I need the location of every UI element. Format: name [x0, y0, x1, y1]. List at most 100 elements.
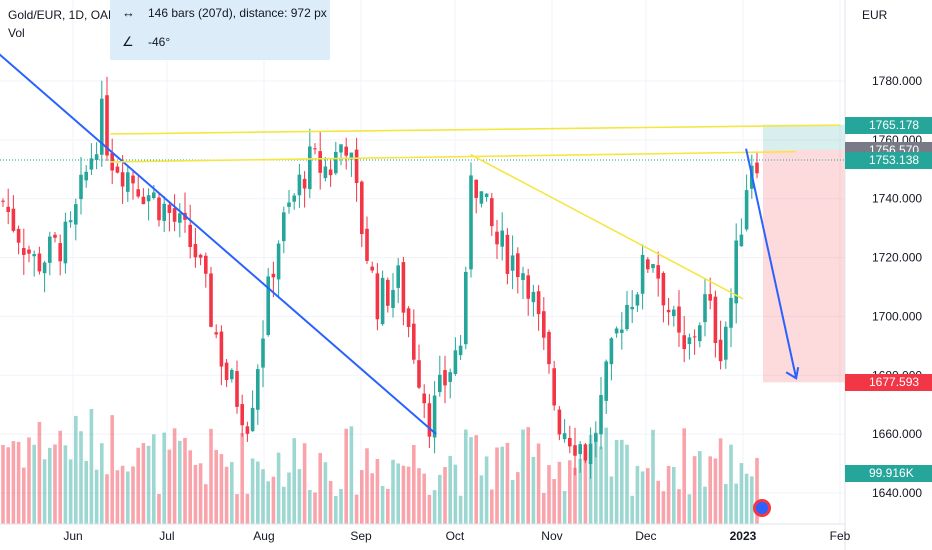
- candle-body: [396, 265, 400, 288]
- volume-bar: [739, 463, 744, 524]
- volume-bar: [484, 456, 489, 524]
- candle-body: [703, 294, 707, 323]
- volume-bar: [261, 469, 265, 524]
- volume-bar: [297, 469, 302, 524]
- volume-bar: [313, 492, 317, 524]
- position-loss-zone[interactable]: [763, 149, 845, 383]
- volume-bar: [536, 443, 541, 524]
- trend-line: [110, 150, 797, 163]
- volume-bar: [115, 470, 120, 524]
- candle-body: [427, 403, 432, 437]
- volume-bar: [120, 465, 125, 524]
- volume-bar: [240, 432, 244, 524]
- volume-bar: [245, 493, 250, 524]
- volume-bar: [282, 486, 286, 524]
- volume-bar: [48, 447, 52, 524]
- volume-bar: [1, 444, 5, 524]
- volume-bar: [157, 493, 161, 524]
- volume-bar: [141, 443, 146, 524]
- volume-bar: [79, 431, 83, 524]
- candle-body: [79, 174, 83, 200]
- candle-body: [282, 212, 286, 242]
- candle-body: [146, 195, 151, 202]
- candle-body: [193, 244, 198, 258]
- volume-bar: [136, 447, 140, 524]
- trend-line: [470, 153, 744, 300]
- candle-body: [172, 208, 177, 222]
- volume-bar: [464, 429, 468, 524]
- volume-bar: [552, 479, 556, 524]
- volume-bar: [178, 440, 182, 524]
- candle-body: [521, 273, 525, 281]
- candle-body: [318, 151, 322, 173]
- volume-bar: [500, 446, 504, 524]
- candle-body: [734, 240, 738, 304]
- volume-bar: [188, 450, 192, 524]
- volume-bar: [490, 489, 494, 524]
- candle-body: [739, 234, 744, 247]
- candle-body: [661, 273, 666, 306]
- candle-body: [713, 296, 718, 344]
- volume-bar: [271, 476, 276, 524]
- candle-body: [105, 95, 109, 156]
- volume-bar: [32, 444, 36, 524]
- range-icon: ↔: [122, 5, 135, 20]
- price-tick-label: 1660.000: [872, 427, 922, 441]
- candle-body: [656, 265, 660, 279]
- candle-body: [578, 444, 582, 455]
- candle-body: [651, 264, 655, 269]
- volume-bar: [334, 495, 338, 524]
- candle-body: [48, 236, 52, 263]
- volume-bar: [318, 453, 322, 524]
- candle-body: [240, 404, 244, 426]
- candle-body: [547, 331, 551, 365]
- measure-bars-distance: 146 bars (207d), distance: 972 px: [148, 6, 327, 20]
- arrow-head-icon: [785, 367, 800, 380]
- volume-bar: [74, 415, 78, 524]
- candle-body: [63, 221, 68, 264]
- candle-body: [141, 196, 146, 205]
- volume-bar: [734, 483, 738, 524]
- candle-body: [422, 393, 426, 404]
- candle-body: [729, 297, 733, 328]
- candle-body: [620, 329, 624, 333]
- volume-bar: [562, 491, 567, 524]
- volume-value-label: 99.916K: [845, 465, 932, 482]
- candle-body: [162, 203, 166, 221]
- symbol-title[interactable]: Gold/EUR, 1D, OANDA: [8, 8, 134, 22]
- candle-body: [526, 275, 530, 299]
- price-tick-label: 1780.000: [872, 74, 922, 88]
- candle-body: [698, 325, 702, 342]
- position-profit-zone[interactable]: [763, 124, 845, 150]
- volume-bar: [11, 441, 16, 524]
- candle-body: [755, 162, 759, 174]
- trend-line: [110, 124, 841, 135]
- candle-body: [235, 371, 239, 407]
- volume-bar: [53, 444, 57, 524]
- volume-bar: [100, 443, 104, 524]
- candle-body: [287, 202, 291, 207]
- candle-body: [256, 369, 260, 410]
- candle-body: [469, 175, 473, 270]
- volume-bar: [531, 456, 536, 524]
- volume-bar: [172, 428, 177, 524]
- candle-body: [94, 154, 99, 161]
- time-tick-label: Nov: [541, 529, 562, 543]
- candle-body: [380, 277, 385, 325]
- candle-body: [625, 304, 629, 330]
- volume-legend[interactable]: Vol: [8, 26, 25, 40]
- candle-body: [635, 294, 640, 306]
- candle-body: [490, 198, 494, 227]
- volume-bar: [365, 448, 369, 524]
- volume-bar: [547, 465, 551, 524]
- volume-bar: [22, 467, 26, 524]
- volume-bar: [214, 449, 218, 524]
- volume-bar: [614, 440, 619, 524]
- candle-body: [562, 433, 567, 440]
- candle-body: [718, 339, 723, 362]
- candle-body: [568, 437, 572, 447]
- trend-line: [0, 53, 437, 435]
- volume-bar: [692, 456, 697, 524]
- candle-body: [120, 172, 125, 187]
